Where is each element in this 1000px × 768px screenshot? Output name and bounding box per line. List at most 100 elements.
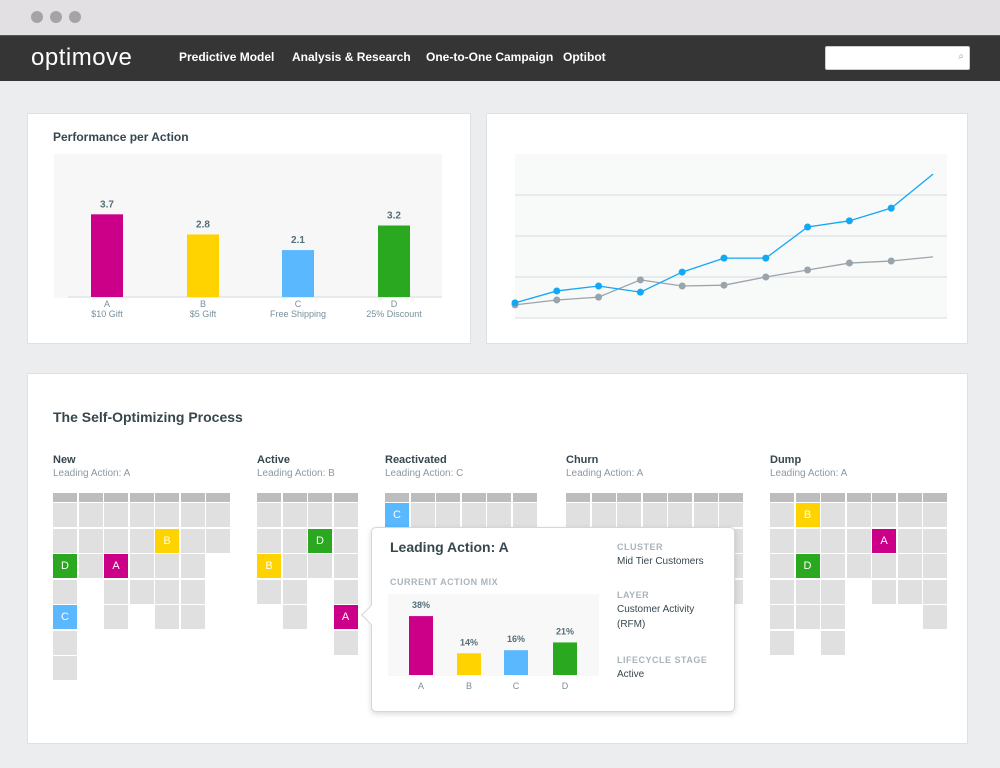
grid-header-cell: [104, 493, 128, 502]
layer-label: LAYER: [617, 590, 650, 600]
x-tick-label: D: [391, 299, 398, 309]
window-close-button[interactable]: [31, 11, 43, 23]
grid-cell: [617, 503, 641, 527]
bar-A: [409, 616, 433, 675]
grid-cell: [180, 503, 205, 527]
grid-header-cell: [129, 493, 154, 502]
grid-cell: [129, 579, 154, 604]
grid-header-cell: [821, 493, 845, 502]
grid-cell: [821, 630, 845, 655]
grid-cell: [668, 503, 692, 527]
search-input[interactable]: ⌕: [825, 46, 970, 70]
nav-one-to-one-campaign[interactable]: One-to-One Campaign: [426, 50, 554, 64]
action-cell-D[interactable]: D: [53, 554, 77, 578]
grid-cell: [872, 503, 896, 527]
grid-cell: [872, 554, 896, 578]
grid-cell: [155, 605, 179, 629]
data-point: [678, 268, 686, 276]
action-cell-C[interactable]: C: [53, 605, 77, 629]
x-tick-sublabel: $5 Gift: [190, 309, 217, 319]
grid-header-cell: [155, 493, 179, 502]
window-minimize-button[interactable]: [50, 11, 62, 23]
grid-cell: [821, 554, 845, 578]
bar-value-label: 3.7: [100, 199, 114, 210]
bar-value-label: 21%: [556, 626, 574, 636]
segment-name: Churn: [566, 454, 599, 466]
grid-cell: [282, 605, 307, 629]
action-cell-D[interactable]: D: [308, 528, 332, 553]
grid-cell: [53, 656, 77, 680]
action-cell-C[interactable]: C: [385, 503, 409, 527]
grid-header-cell: [333, 493, 358, 502]
grid-header-cell: [180, 493, 205, 502]
data-point: [804, 223, 812, 231]
grid-cell: [78, 554, 103, 578]
grid-header-cell: [461, 493, 486, 502]
process-title: The Self-Optimizing Process: [53, 409, 243, 425]
grid-cell: [53, 579, 77, 604]
nav-optibot[interactable]: Optibot: [563, 50, 606, 64]
search-icon[interactable]: ⌕: [958, 51, 964, 62]
grid-cell: [333, 630, 358, 655]
grid-cell: [282, 579, 307, 604]
grid-cell: [846, 503, 871, 527]
grid-header-cell: [282, 493, 307, 502]
segment-name: New: [53, 454, 76, 466]
grid-header-cell: [410, 493, 435, 502]
action-cell-B[interactable]: B: [257, 554, 281, 578]
grid-cell: [487, 503, 511, 527]
grid-cell: [308, 554, 332, 578]
data-point: [804, 266, 812, 274]
segment-churn: Churn Leading Action: A: [566, 454, 643, 479]
grid-cell: [78, 528, 103, 553]
grid-cell: [693, 503, 718, 527]
trend-card: [486, 113, 968, 344]
nav-analysis-research[interactable]: Analysis & Research: [292, 50, 411, 64]
grid-header-cell: [642, 493, 667, 502]
grid-cell: [512, 503, 537, 527]
grid-header-cell: [719, 493, 743, 502]
bar-A: [91, 214, 123, 297]
nav-predictive-model[interactable]: Predictive Model: [179, 50, 275, 64]
cluster-value: Mid Tier Customers: [617, 556, 704, 567]
action-cell-A[interactable]: A: [333, 605, 358, 629]
data-point: [595, 293, 603, 301]
grid-header-cell: [693, 493, 718, 502]
grid-header-cell: [923, 493, 947, 502]
action-cell-B[interactable]: B: [795, 503, 820, 527]
bar-C: [504, 650, 528, 675]
grid-cell: [257, 579, 281, 604]
bar-B: [457, 653, 481, 675]
segment-name: Reactivated: [385, 454, 447, 466]
grid-cell: [282, 503, 307, 527]
grid-header-cell: [872, 493, 896, 502]
grid-cell: [333, 503, 358, 527]
grid-cell: [436, 503, 460, 527]
bar-value-label: 14%: [460, 637, 478, 647]
grid-cell: [923, 554, 947, 578]
grid-header-cell: [795, 493, 820, 502]
x-tick-label: A: [104, 299, 110, 309]
action-mix-chart: 38% A 14% B 16% C 21% D: [388, 594, 599, 691]
grid-cell: [155, 554, 179, 578]
segment-reactivated: Reactivated Leading Action: C: [385, 454, 463, 479]
action-cell-A[interactable]: A: [872, 528, 896, 553]
grid-cell: [129, 528, 154, 553]
grid-cell: [795, 528, 820, 553]
data-point: [887, 257, 895, 265]
data-point: [595, 282, 603, 290]
grid-header-cell: [897, 493, 922, 502]
grid-header-cell: [617, 493, 641, 502]
grid-cell: [795, 605, 820, 629]
data-point: [845, 217, 853, 225]
action-cell-B[interactable]: B: [155, 528, 179, 553]
cluster-label: CLUSTER: [617, 542, 663, 552]
action-cell-D[interactable]: D: [795, 554, 820, 578]
grid-cell: [642, 503, 667, 527]
grid-cell: [129, 554, 154, 578]
window-maximize-button[interactable]: [69, 11, 81, 23]
action-cell-A[interactable]: A: [104, 554, 128, 578]
grid-cell: [770, 630, 794, 655]
segment-dump: Dump Leading Action: A: [770, 454, 847, 479]
